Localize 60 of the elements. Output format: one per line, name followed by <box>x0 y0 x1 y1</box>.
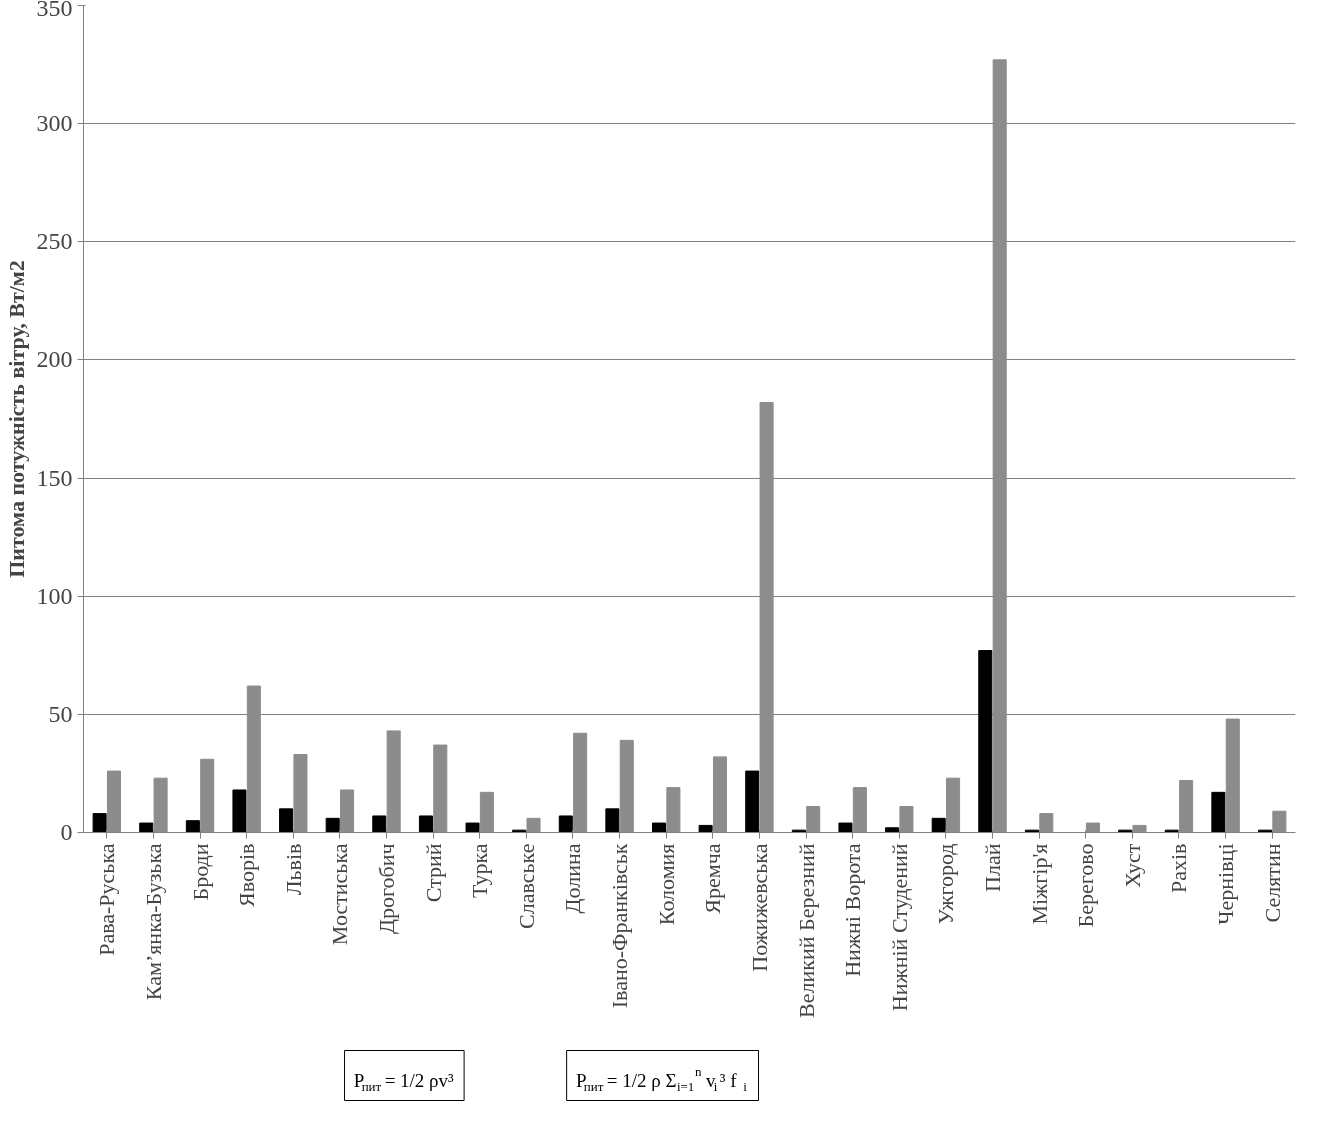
y-tick-label: 300 <box>36 110 73 137</box>
y-tick-label: 150 <box>36 464 73 491</box>
x-tick-label: Яворів <box>234 843 260 907</box>
x-tick-label: Пожижевська <box>746 843 772 972</box>
bar <box>558 815 573 833</box>
y-tick-label: 250 <box>36 228 73 255</box>
bar <box>185 820 200 833</box>
x-tick-label: Львів <box>280 843 306 896</box>
bar <box>1118 829 1133 833</box>
y-tick-label: 50 <box>48 700 73 727</box>
bar <box>698 824 713 833</box>
bar <box>931 817 946 833</box>
bar <box>279 808 294 833</box>
x-tick-label: Івано-Франківськ <box>607 843 633 1009</box>
x-tick-label: Хуст <box>1119 843 1145 888</box>
bar <box>512 829 527 833</box>
y-tick-label: 0 <box>60 819 73 845</box>
bar <box>139 822 154 833</box>
x-tick-label: Дрогобич <box>374 843 399 935</box>
x-tick-label: Міжгір'я <box>1026 843 1052 925</box>
bar <box>92 813 107 833</box>
x-tick-label: Великий Березний <box>793 843 819 1018</box>
y-tick-label: 200 <box>36 346 73 373</box>
x-tick-label: Плай <box>980 843 1005 892</box>
y-tick-label: 100 <box>36 582 73 609</box>
bar <box>978 650 993 833</box>
x-tick-label: Коломия <box>653 843 679 926</box>
bar <box>1164 829 1179 833</box>
x-tick-label: Турка <box>467 843 493 898</box>
x-tick-label: Берегово <box>1073 843 1099 928</box>
x-tick-label: Нижні Ворота <box>840 843 866 977</box>
bar <box>418 815 433 833</box>
bar <box>791 829 806 833</box>
x-tick-label: Броди <box>187 843 213 901</box>
bar <box>465 822 480 833</box>
x-tick-label: Селятин <box>1259 843 1285 923</box>
bar <box>651 822 667 833</box>
x-tick-label: Кам’янка-Бузька <box>140 843 166 1001</box>
bar <box>1257 829 1273 833</box>
x-tick-label: Мостиська <box>327 843 353 946</box>
x-tick-label: Долина <box>560 843 586 914</box>
bar <box>1024 829 1039 833</box>
bar <box>325 817 340 833</box>
bar <box>605 808 620 833</box>
x-tick-label: Рахів <box>1166 843 1192 893</box>
bar <box>372 815 387 833</box>
y-axis-title: Питома потужність вітру, Вт/м2 <box>3 260 29 578</box>
x-tick-label: Стрий <box>420 843 446 903</box>
x-tick-label: Славське <box>513 843 539 929</box>
x-tick-label: Чернівці <box>1213 843 1239 925</box>
x-tick-label: Рава-Руська <box>94 843 120 956</box>
x-tick-label: Нижній Студений <box>886 843 912 1012</box>
bar <box>232 789 247 833</box>
x-tick-label: Яремча <box>700 843 726 914</box>
y-tick-label: 350 <box>36 0 73 21</box>
bar <box>838 822 853 833</box>
x-tick-label: Ужгород <box>933 843 959 925</box>
bar <box>745 770 760 833</box>
bar <box>885 827 900 833</box>
bar <box>1211 791 1226 833</box>
